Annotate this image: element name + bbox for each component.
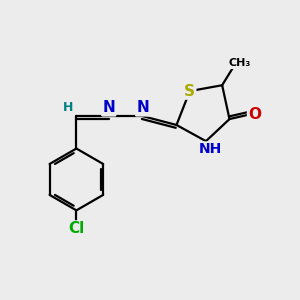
Text: N: N (102, 100, 115, 116)
Text: CH₃: CH₃ (229, 58, 251, 68)
Text: N: N (136, 100, 149, 116)
Text: S: S (184, 84, 195, 99)
Text: O: O (248, 107, 261, 122)
Text: NH: NH (199, 142, 222, 156)
Text: H: H (63, 101, 73, 114)
Text: Cl: Cl (68, 221, 85, 236)
